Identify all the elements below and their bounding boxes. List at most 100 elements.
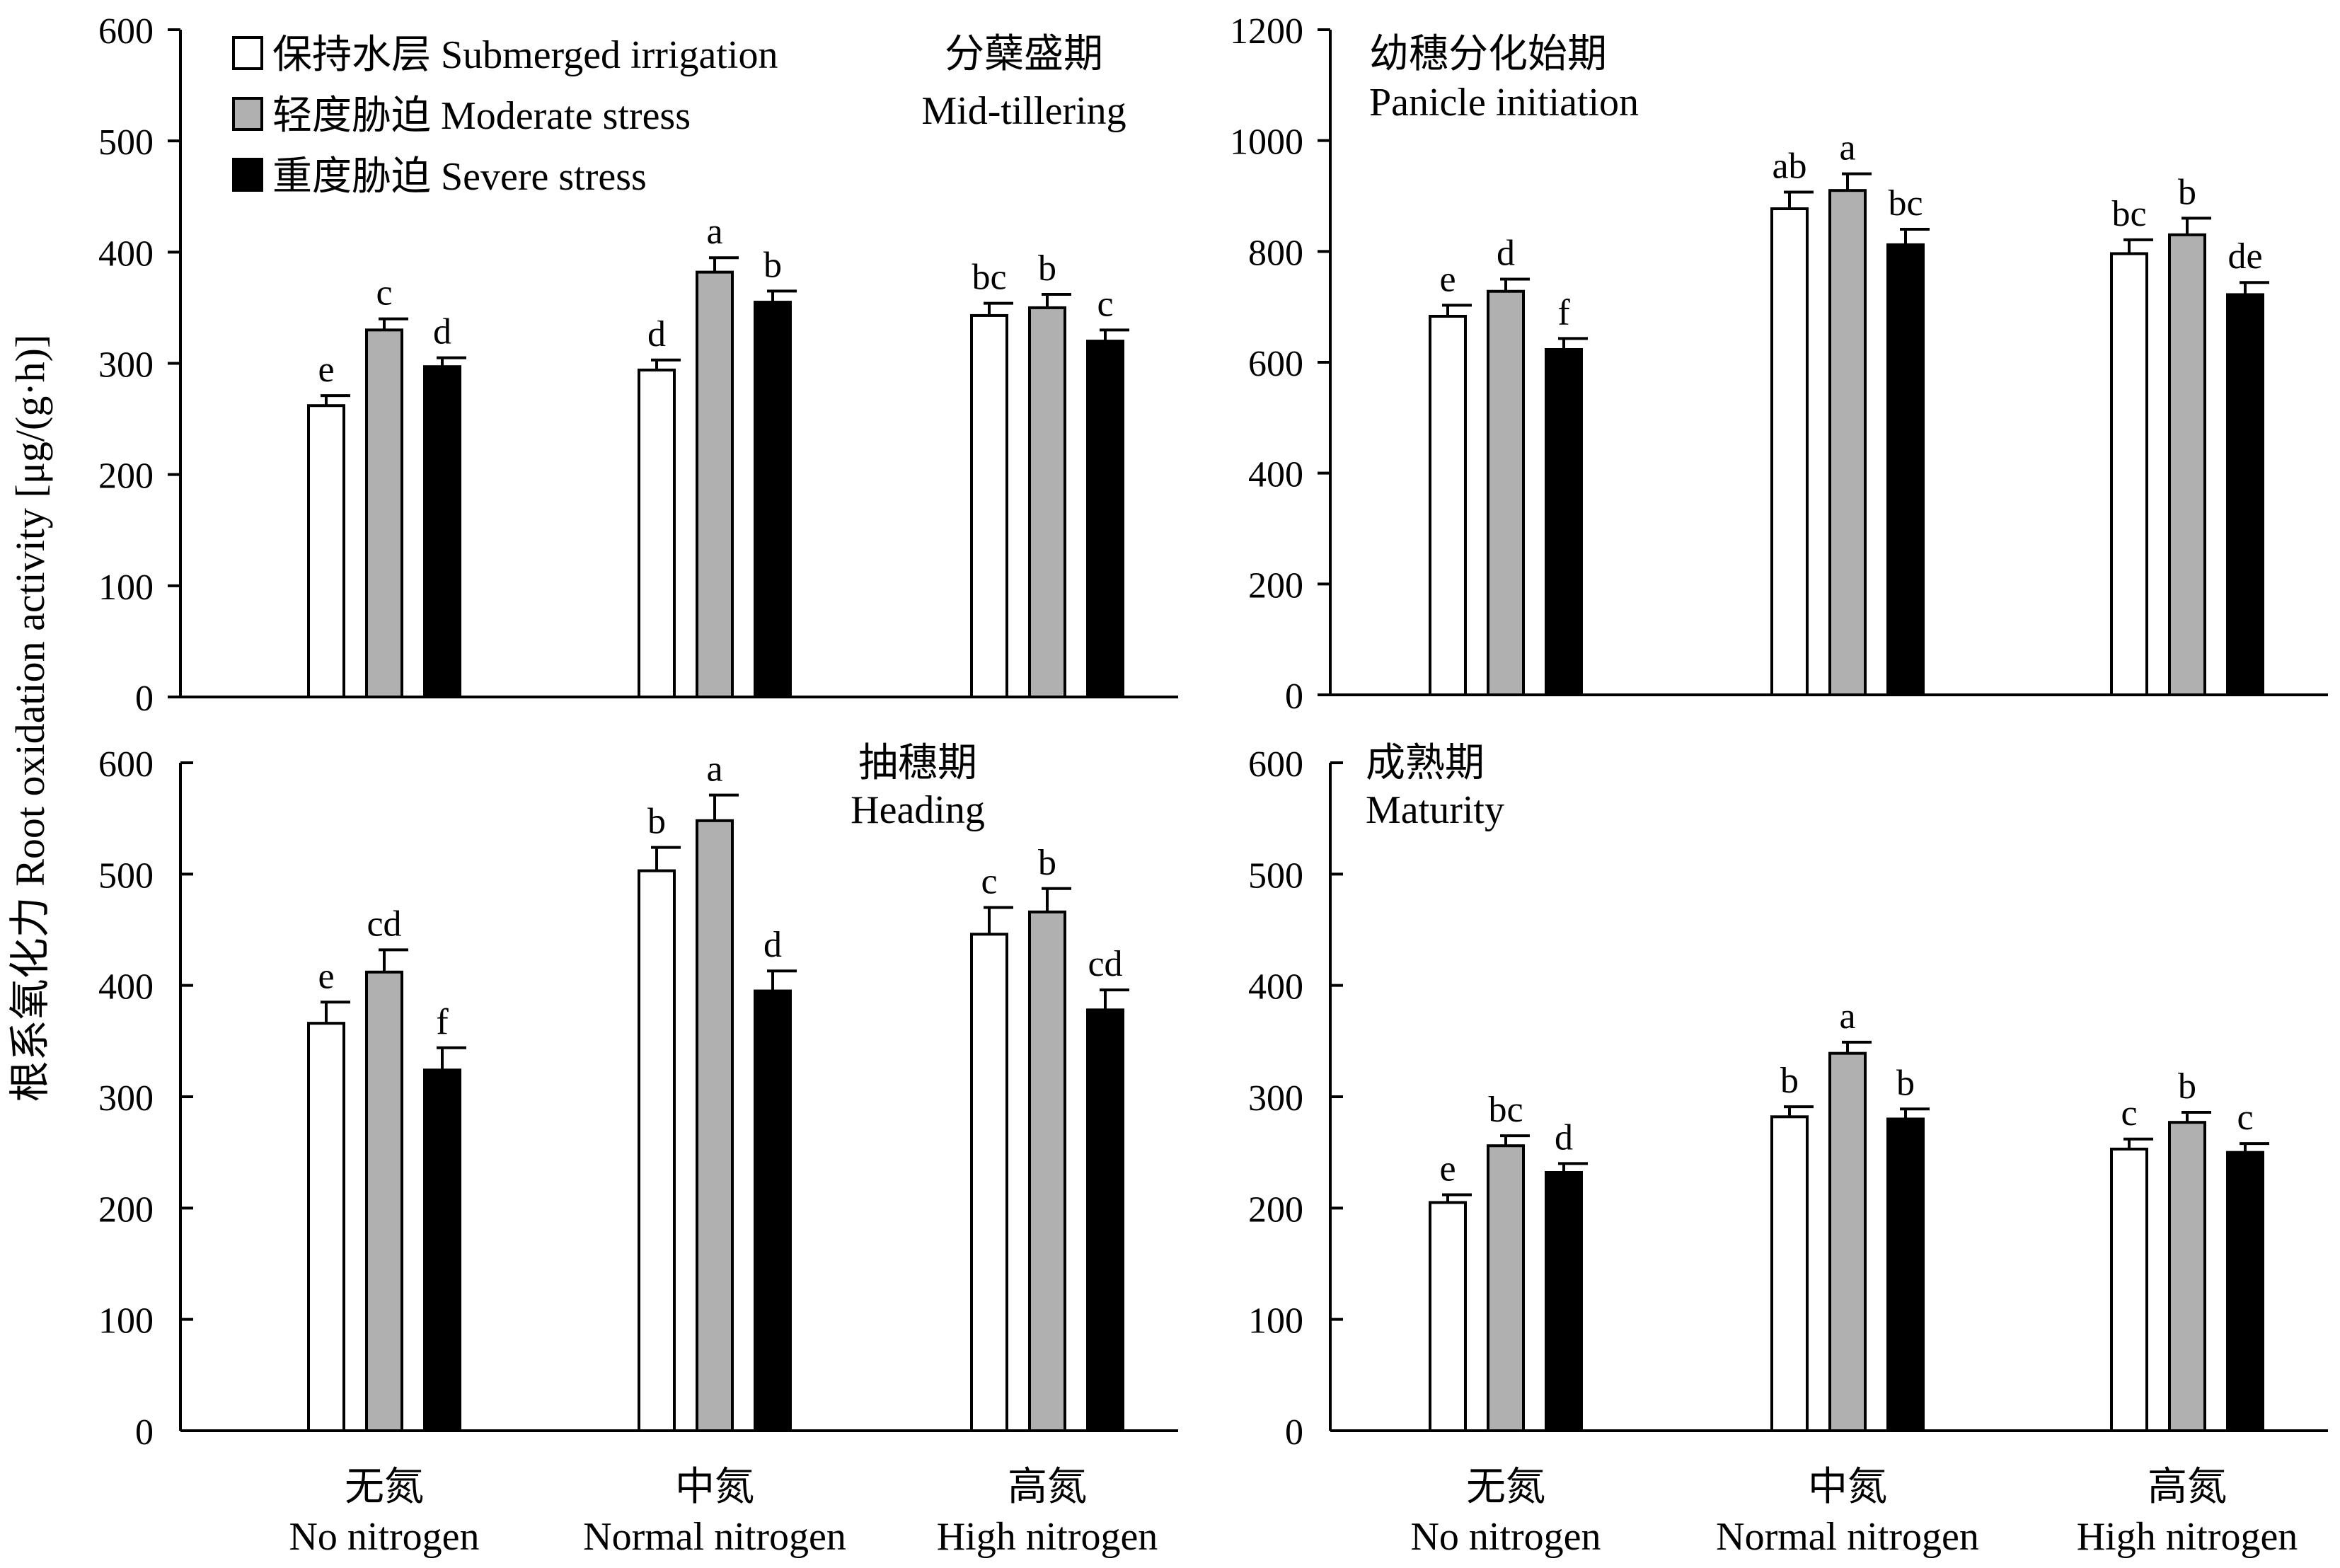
significance-label: f [436,1002,449,1042]
significance-label: e [1439,1148,1456,1189]
bar [638,869,676,1432]
panel-title-en: Maturity [1366,788,1504,832]
y-tick-label: 500 [98,855,154,896]
y-tick-label: 400 [98,234,154,274]
panel-title-zh: 成熟期 [1366,742,1485,785]
y-tick-label: 300 [98,345,154,386]
bar [638,368,676,698]
bar [1028,306,1066,698]
significance-label: d [433,312,451,352]
significance-label: d [1555,1117,1573,1158]
y-tick-label: 100 [1248,1301,1303,1342]
y-tick-label: 0 [135,1412,154,1453]
bar [1086,340,1124,698]
y-tick-label: 200 [1248,1189,1303,1230]
bar [365,328,403,699]
bar [307,404,345,698]
y-tick-label: 300 [98,1078,154,1119]
significance-label: ab [1772,146,1806,187]
x-category-label-zh: 无氮 [1466,1465,1545,1509]
bar [1429,314,1467,696]
legend: 保持水层 Submerged irrigation 轻度胁迫 Moderate s… [232,33,778,199]
x-category-label-en: No nitrogen [1410,1515,1601,1559]
chart-panel-2: 020040060080010001200eabbcdabfbcde幼穗分化始期… [1230,11,2328,717]
significance-label: b [1780,1061,1799,1101]
significance-label: b [1896,1063,1915,1103]
significance-label: c [981,862,997,902]
y-tick-label: 500 [1248,855,1303,896]
y-tick-label: 400 [1248,967,1303,1008]
bar [696,270,734,698]
significance-label: bc [2111,194,2146,234]
bar [1028,910,1066,1432]
y-tick-label: 0 [1285,1412,1303,1453]
bar [1770,207,1809,696]
bar [423,1068,461,1432]
chart-panel-1: 0100200300400500600edbccabdbc分蘖盛期Mid-til… [98,11,1178,719]
legend-swatch-1 [232,36,263,70]
significance-label: cd [367,904,401,944]
bar [2110,1147,2148,1432]
significance-label: cd [1088,944,1122,984]
y-tick-label: 0 [1285,676,1303,717]
significance-label: b [647,802,666,842]
significance-label: b [763,245,782,285]
y-tick-label: 600 [1248,344,1303,384]
panel-title-zh: 幼穗分化始期 [1369,33,1607,76]
chart-panel-4: 0100200300400500600ebcbcabdbc成熟期Maturity… [1248,742,2328,1559]
y-tick-label: 1000 [1230,122,1303,163]
significance-label: bc [972,258,1006,298]
significance-label: b [2178,172,2196,212]
panel-title-en: Heading [851,788,985,832]
significance-label: de [2227,236,2262,277]
y-tick-label: 800 [1248,233,1303,273]
bar [365,970,403,1432]
bar [1545,1170,1583,1433]
significance-label: b [2178,1066,2196,1107]
y-tick-label: 0 [135,679,154,719]
bar [1886,1117,1925,1432]
significance-label: e [318,956,334,996]
bar [696,819,734,1432]
x-category-label-en: Normal nitrogen [583,1515,846,1559]
legend-label-1: 保持水层 Submerged irrigation [272,33,778,77]
bar [2226,1151,2264,1432]
x-category-label-en: No nitrogen [289,1515,479,1559]
legend-swatch-2 [232,97,263,131]
panel-title-zh: 分蘖盛期 [945,33,1103,76]
bar [2110,252,2148,696]
bar [1828,189,1867,696]
bar [2168,233,2206,697]
bar [754,989,792,1432]
x-category-label-zh: 中氮 [1808,1465,1887,1509]
x-category-label-zh: 高氮 [1008,1465,1087,1509]
bar [1828,1051,1867,1432]
x-category-label-en: High nitrogen [937,1515,1158,1559]
y-tick-label: 600 [1248,744,1303,785]
significance-label: f [1557,292,1570,333]
x-category-label-en: Normal nitrogen [1716,1515,1979,1559]
legend-swatch-3 [232,158,263,192]
significance-label: d [647,314,666,354]
x-category-label-en: High nitrogen [2077,1515,2298,1559]
bar [1545,347,1583,696]
bar [2226,293,2264,696]
y-axis-label: 根系氧化力 Root oxidation activity [μg/(g·h)] [7,335,53,1102]
significance-label: c [1097,284,1113,324]
significance-label: b [1038,248,1056,289]
significance-label: a [706,749,722,790]
y-tick-label: 600 [98,744,154,785]
y-tick-label: 1200 [1230,11,1303,52]
legend-label-2: 轻度胁迫 Moderate stress [272,94,691,138]
bar [307,1022,345,1433]
significance-label: c [2237,1097,2253,1138]
bar [970,313,1008,698]
bar [1086,1008,1124,1432]
significance-label: a [706,212,722,252]
panel-title-zh: 抽穗期 [858,742,977,785]
significance-label: bc [1888,183,1923,224]
significance-label: a [1839,996,1855,1037]
significance-label: c [2121,1093,2137,1134]
